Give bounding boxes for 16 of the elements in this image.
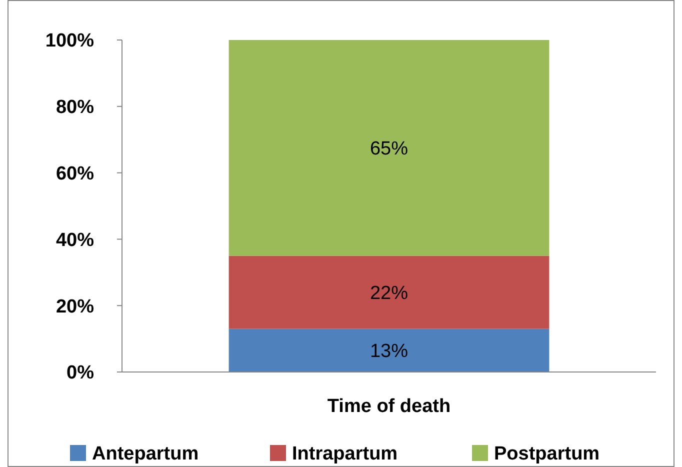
bar (228, 256, 550, 329)
y-tick-label: 40% (56, 230, 94, 251)
bar (228, 328, 550, 372)
text: 65% (370, 138, 408, 160)
y-tick-label: 100% (45, 30, 94, 52)
y-tick-label: 0% (66, 362, 94, 384)
legend-label: Postpartum (494, 444, 600, 465)
y-tick-label: 20% (56, 296, 94, 318)
y-tick-label: 60% (56, 163, 94, 184)
x-tick-label: Time of death (327, 396, 451, 417)
text: 22% (370, 282, 408, 304)
legend-label: Antepartum (92, 444, 199, 465)
y-tick-label: 80% (56, 97, 94, 118)
text: 13% (370, 341, 408, 362)
bar (228, 40, 550, 256)
legend-label: Intrapartum (292, 444, 398, 465)
